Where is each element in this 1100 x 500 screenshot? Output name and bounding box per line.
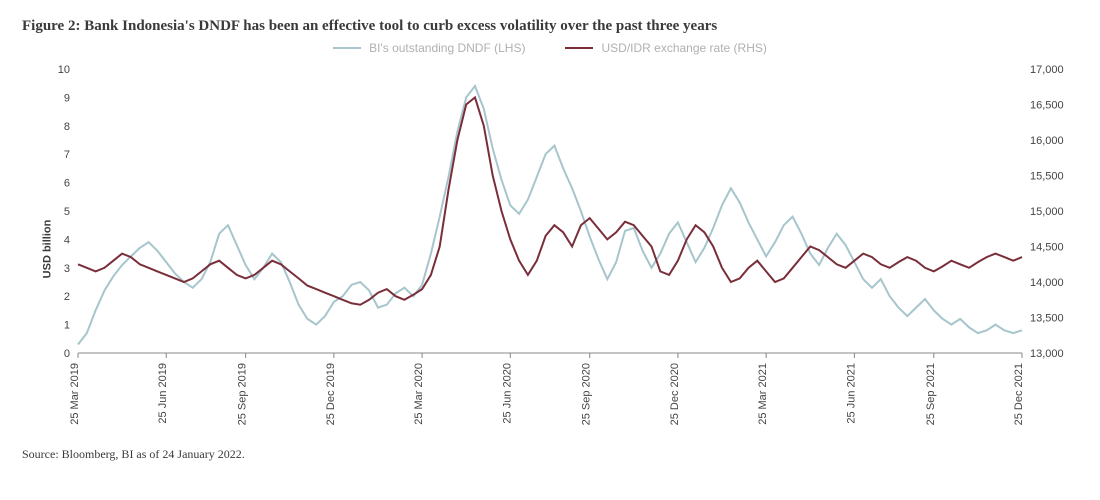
svg-text:25 Sep 2019: 25 Sep 2019 <box>237 363 249 425</box>
series-usdidr <box>78 97 1022 304</box>
legend-swatch-usdidr <box>565 47 593 50</box>
legend-item-usdidr: USD/IDR exchange rate (RHS) <box>565 41 766 55</box>
svg-text:13,500: 13,500 <box>1030 313 1064 325</box>
svg-text:8: 8 <box>64 121 70 133</box>
line-chart: 0 1 2 3 4 5 6 7 8 9 10 13,000 13,500 14,000 14,500 15,0… <box>22 59 1078 439</box>
svg-text:25 Dec 2020: 25 Dec 2020 <box>669 363 681 425</box>
legend: BI's outstanding DNDF (LHS) USD/IDR exch… <box>22 41 1078 55</box>
legend-swatch-dndf <box>333 47 361 50</box>
svg-text:0: 0 <box>64 348 70 360</box>
svg-text:25 Jun 2020: 25 Jun 2020 <box>501 363 513 424</box>
svg-text:25 Mar 2021: 25 Mar 2021 <box>757 363 769 425</box>
svg-text:5: 5 <box>64 206 70 218</box>
svg-text:3: 3 <box>64 263 70 275</box>
legend-label-dndf: BI's outstanding DNDF (LHS) <box>369 41 525 55</box>
legend-label-usdidr: USD/IDR exchange rate (RHS) <box>601 41 766 55</box>
svg-text:25 Mar 2020: 25 Mar 2020 <box>413 363 425 425</box>
svg-text:25 Jun 2021: 25 Jun 2021 <box>845 363 857 424</box>
svg-text:15,500: 15,500 <box>1030 171 1064 183</box>
svg-text:16,500: 16,500 <box>1030 100 1064 112</box>
svg-text:14,500: 14,500 <box>1030 242 1064 254</box>
y-left-axis-label: USD billion <box>41 220 53 279</box>
svg-text:25 Sep 2020: 25 Sep 2020 <box>581 363 593 425</box>
svg-text:6: 6 <box>64 178 70 190</box>
svg-text:14,000: 14,000 <box>1030 277 1064 289</box>
source-line: Source: Bloomberg, BI as of 24 January 2… <box>22 447 1078 462</box>
svg-text:1: 1 <box>64 320 70 332</box>
legend-item-dndf: BI's outstanding DNDF (LHS) <box>333 41 525 55</box>
svg-text:7: 7 <box>64 149 70 161</box>
svg-text:25 Dec 2019: 25 Dec 2019 <box>325 363 337 425</box>
svg-text:13,000: 13,000 <box>1030 348 1064 360</box>
svg-text:10: 10 <box>58 64 70 76</box>
svg-text:25 Sep 2021: 25 Sep 2021 <box>925 363 937 425</box>
svg-text:17,000: 17,000 <box>1030 64 1064 76</box>
figure-title: Figure 2: Bank Indonesia's DNDF has been… <box>22 18 1078 35</box>
svg-text:25 Jun 2019: 25 Jun 2019 <box>157 363 169 424</box>
svg-text:16,000: 16,000 <box>1030 135 1064 147</box>
series-dndf <box>78 86 1022 345</box>
svg-text:2: 2 <box>64 291 70 303</box>
svg-text:15,000: 15,000 <box>1030 206 1064 218</box>
svg-text:25 Mar 2019: 25 Mar 2019 <box>69 363 81 425</box>
svg-text:4: 4 <box>64 234 70 246</box>
svg-text:25 Dec 2021: 25 Dec 2021 <box>1013 363 1025 425</box>
chart-container: USD billion 0 1 2 3 4 5 6 7 8 9 10 13,000 13,500 14,0… <box>22 59 1078 439</box>
svg-text:9: 9 <box>64 92 70 104</box>
